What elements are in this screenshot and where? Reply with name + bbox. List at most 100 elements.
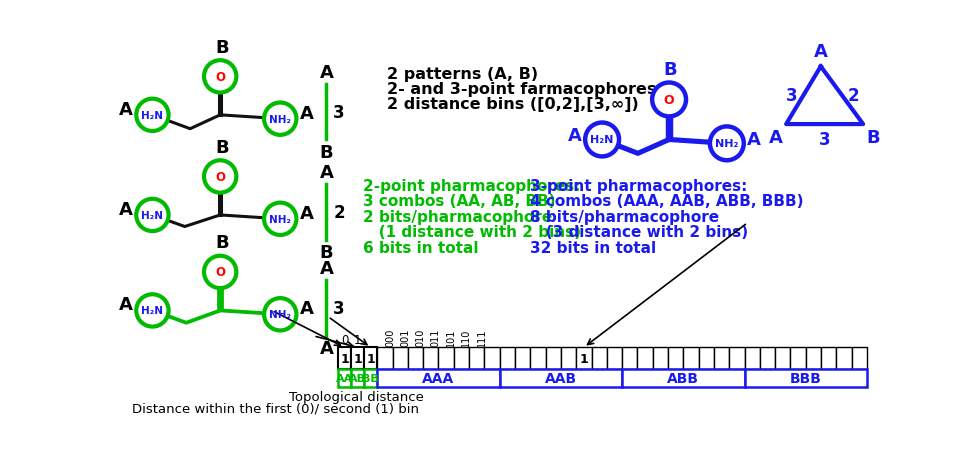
Circle shape [264, 299, 296, 331]
Bar [469, 348, 484, 369]
Text: H₂N: H₂N [141, 306, 163, 316]
Text: A: A [299, 299, 313, 318]
Bar [836, 348, 851, 369]
Text: 001: 001 [400, 328, 410, 346]
Bar [851, 348, 867, 369]
Text: O: O [215, 266, 226, 279]
Text: 2- and 3-point farmacophores: 2- and 3-point farmacophores [387, 82, 657, 97]
Text: 101: 101 [446, 328, 456, 346]
Text: AB: AB [349, 373, 366, 383]
Circle shape [204, 61, 236, 93]
Bar [423, 348, 438, 369]
Bar [638, 348, 653, 369]
Text: A: A [320, 64, 333, 82]
Circle shape [204, 256, 236, 289]
Text: NH₂: NH₂ [269, 309, 292, 320]
Bar [714, 348, 729, 369]
Bar [607, 348, 622, 369]
Text: 4 combos (AAA, AAB, ABB, BBB): 4 combos (AAA, AAB, ABB, BBB) [531, 194, 804, 209]
Bar [364, 369, 377, 387]
Text: 3: 3 [333, 299, 345, 317]
Text: NH₂: NH₂ [269, 214, 292, 224]
Text: A: A [320, 259, 333, 277]
Text: AAB: AAB [545, 371, 577, 385]
Text: B: B [664, 61, 677, 79]
Text: 1: 1 [366, 352, 375, 365]
Text: O: O [664, 94, 675, 107]
Bar [338, 369, 351, 387]
Bar [351, 348, 364, 369]
Bar [500, 348, 515, 369]
Text: H₂N: H₂N [590, 135, 613, 145]
Text: 1: 1 [340, 352, 349, 365]
Text: B: B [215, 138, 228, 156]
Text: 3 combos (AA, AB, BB): 3 combos (AA, AB, BB) [363, 194, 555, 209]
Text: 6 bits in total: 6 bits in total [363, 240, 478, 255]
Bar [561, 348, 576, 369]
Text: A: A [320, 164, 333, 182]
Bar [745, 369, 867, 387]
Bar [745, 348, 760, 369]
Text: 32 bits in total: 32 bits in total [531, 240, 657, 255]
Text: 2: 2 [333, 203, 345, 221]
Text: 110: 110 [462, 328, 471, 346]
Bar [683, 348, 699, 369]
Text: A: A [120, 295, 133, 313]
Text: Topological distance: Topological distance [290, 390, 425, 403]
Circle shape [264, 203, 296, 235]
Text: (1 distance with 2 bins): (1 distance with 2 bins) [363, 225, 580, 239]
Circle shape [204, 161, 236, 193]
Bar [576, 348, 592, 369]
Text: 011: 011 [431, 328, 441, 346]
Text: AA: AA [336, 373, 353, 383]
Bar [454, 348, 469, 369]
Bar [393, 348, 408, 369]
Text: Distance within the first (0)/ second (1) bin: Distance within the first (0)/ second (1… [131, 401, 419, 414]
Circle shape [136, 295, 168, 327]
Text: 010: 010 [415, 328, 426, 346]
Text: 2 patterns (A, B): 2 patterns (A, B) [387, 67, 538, 82]
Text: O: O [215, 71, 226, 83]
Bar [484, 348, 500, 369]
Text: A: A [299, 204, 313, 222]
Text: 000: 000 [385, 328, 395, 346]
Text: NH₂: NH₂ [715, 139, 739, 149]
Bar [729, 348, 745, 369]
Text: B: B [320, 143, 333, 161]
Text: A: A [320, 339, 333, 357]
Text: 1: 1 [353, 352, 362, 365]
Text: ABB: ABB [668, 371, 699, 385]
Text: BBB: BBB [790, 371, 821, 385]
Bar [668, 348, 683, 369]
Text: AAA: AAA [423, 371, 455, 385]
Bar [377, 369, 500, 387]
Text: B: B [866, 129, 880, 147]
Text: A: A [746, 130, 761, 148]
Text: 8 bits/pharmacophore: 8 bits/pharmacophore [531, 209, 719, 224]
Text: (3 distance with 2 bins): (3 distance with 2 bins) [531, 225, 748, 239]
Text: 2 distance bins ([0,2],[3,∞]): 2 distance bins ([0,2],[3,∞]) [387, 97, 639, 111]
Text: H₂N: H₂N [141, 211, 163, 221]
Text: A: A [814, 43, 828, 61]
Bar [653, 348, 668, 369]
Bar [364, 348, 377, 369]
Text: 0: 0 [341, 333, 348, 346]
Text: 111: 111 [476, 328, 487, 346]
Text: B: B [215, 234, 228, 252]
Bar [622, 369, 745, 387]
Text: 3: 3 [818, 131, 830, 149]
Circle shape [710, 127, 744, 161]
Bar [351, 369, 364, 387]
Bar [545, 348, 561, 369]
Bar [775, 348, 790, 369]
Circle shape [264, 103, 296, 136]
Text: 3: 3 [333, 104, 345, 121]
Text: A: A [569, 127, 582, 144]
Bar [790, 348, 806, 369]
Text: B: B [320, 243, 333, 261]
Text: 3: 3 [785, 87, 797, 105]
Bar [531, 348, 545, 369]
Bar [760, 348, 775, 369]
Text: 3-point pharmacophores:: 3-point pharmacophores: [531, 179, 747, 193]
Text: H₂N: H₂N [141, 110, 163, 120]
